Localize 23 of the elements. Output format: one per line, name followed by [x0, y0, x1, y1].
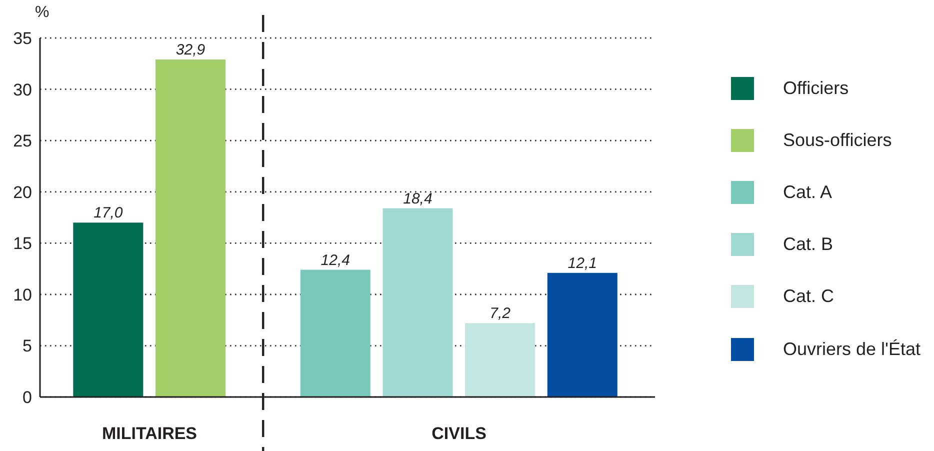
- data-label: 17,0: [94, 204, 124, 222]
- data-label: 18,4: [403, 190, 432, 208]
- x-tick-label: CIVILS: [432, 424, 486, 444]
- y-tick-label: 15: [13, 234, 32, 254]
- legend-label: Cat. A: [783, 182, 832, 203]
- legend-label: Officiers: [783, 78, 849, 99]
- y-tick-label: 35: [13, 29, 32, 48]
- legend-label: Sous-officiers: [783, 130, 892, 151]
- data-label: 32,9: [176, 42, 206, 59]
- data-label: 12,4: [320, 252, 350, 269]
- data-label: 12,1: [568, 254, 597, 272]
- x-tick-label: MILITAIRES: [102, 424, 198, 444]
- data-label: 7,2: [490, 305, 512, 322]
- y-tick-label: 0: [22, 388, 32, 408]
- y-tick-label: 20: [13, 182, 32, 202]
- y-tick-label: 25: [13, 132, 32, 151]
- legend-label: Ouvriers de l'État: [783, 338, 920, 360]
- y-tick-label: 5: [22, 336, 32, 356]
- y-axis-title: %: [35, 4, 50, 22]
- legend-label: Cat. C: [783, 286, 834, 308]
- legend-label: Cat. B: [783, 234, 834, 256]
- y-tick-label: 10: [13, 285, 32, 304]
- y-tick-label: 30: [13, 80, 32, 100]
